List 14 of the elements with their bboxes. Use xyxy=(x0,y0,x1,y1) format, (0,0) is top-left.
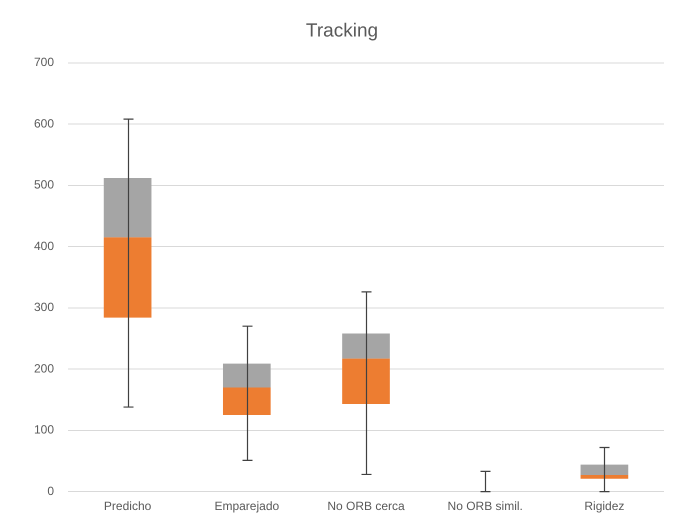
y-tick-label: 400 xyxy=(34,238,54,253)
x-tick-label: Predicho xyxy=(104,499,152,514)
x-tick-label: No ORB simil. xyxy=(448,499,523,514)
x-tick-label: No ORB cerca xyxy=(327,499,406,514)
chart-title: Tracking xyxy=(306,20,378,42)
x-tick-label: Rigidez xyxy=(584,499,624,514)
y-tick-label: 300 xyxy=(34,300,54,314)
y-tick-label: 700 xyxy=(34,55,54,70)
x-tick-label: Emparejado xyxy=(214,499,280,514)
y-tick-label: 100 xyxy=(34,422,54,437)
y-tick-label: 600 xyxy=(34,116,54,130)
y-tick-label: 200 xyxy=(34,361,54,376)
y-tick-label: 0 xyxy=(47,484,54,498)
y-tick-label: 500 xyxy=(34,178,54,192)
